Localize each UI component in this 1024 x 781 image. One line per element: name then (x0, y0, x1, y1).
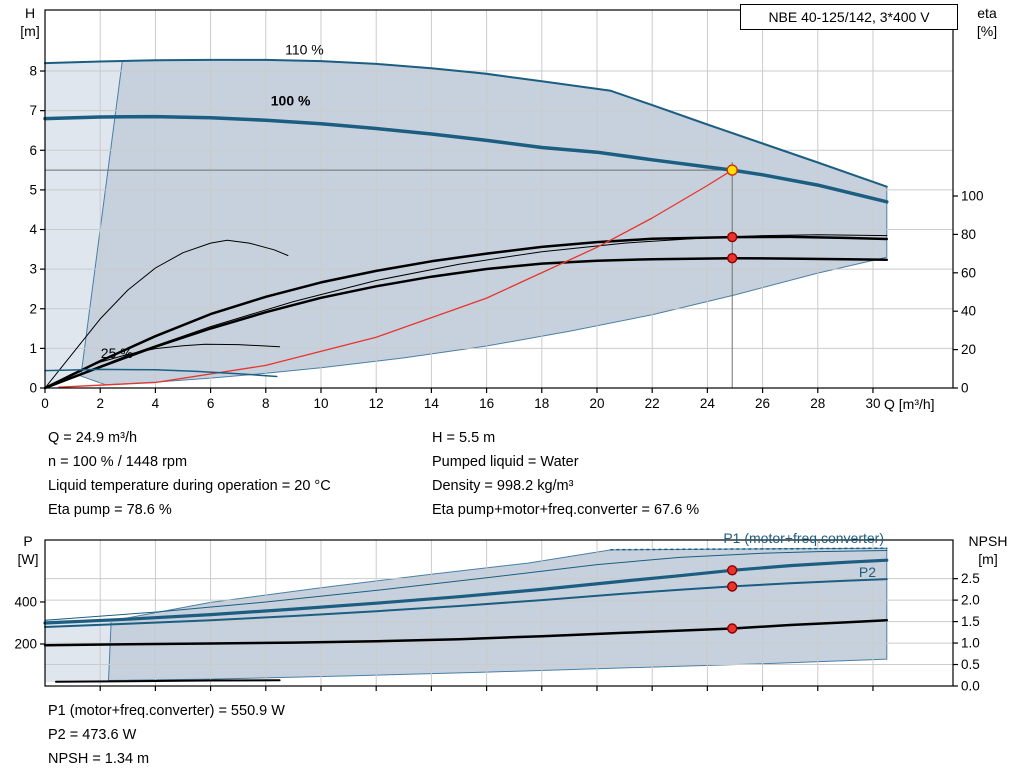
curve-100 (43, 114, 889, 204)
tick-label: 80 (961, 227, 976, 242)
tick-label: 5 (29, 182, 37, 197)
eta-pump-point (727, 231, 738, 243)
tick-label: 0 (29, 381, 37, 396)
info-eta-pump: Eta pump = 78.6 % (48, 502, 172, 518)
tick-label: 1.0 (961, 636, 980, 651)
tick-label: 0.0 (961, 679, 980, 694)
h-axis-title: H [m] (10, 4, 50, 40)
p-25-curve (55, 679, 281, 683)
tick-label: 20 (961, 342, 976, 357)
system-curve (58, 169, 733, 388)
pump-title: NBE 40-125/142, 3*400 V (740, 4, 958, 30)
p-axis-title: P [W] (8, 532, 48, 568)
eta-pump-curve (43, 235, 889, 390)
p-axis-symbol: P (23, 533, 33, 549)
tick-label: 3 (29, 262, 37, 277)
tick-label: 6 (29, 143, 37, 158)
tick-label: 100 (961, 189, 984, 204)
tick-label: 14 (424, 396, 440, 411)
npsh-point (727, 623, 738, 634)
p1-max-limit (610, 547, 888, 551)
operating-range-light (45, 61, 123, 388)
tick-label: 4 (152, 396, 160, 411)
tick-label: 1.5 (961, 614, 980, 629)
plot-border (44, 539, 954, 687)
info-p2: P2 = 473.6 W (48, 727, 137, 743)
tick-label: 7 (29, 103, 37, 118)
tick-label: 4 (29, 222, 37, 237)
info-density: Density = 998.2 kg/m³ (432, 478, 574, 494)
eta-pump-25-curve (44, 239, 289, 389)
operating-range (80, 59, 888, 386)
info-npsh: NPSH = 1.34 m (48, 751, 150, 767)
curve-25 (44, 368, 278, 378)
p-axis-unit: [W] (17, 551, 39, 567)
tick-label: 40 (961, 304, 976, 319)
duty-info-col2: H = 5.5 m Pumped liquid = Water Density … (432, 426, 699, 522)
duty-point (726, 164, 738, 176)
info-pumped-liquid: Pumped liquid = Water (432, 454, 579, 470)
h-axis-symbol: H (24, 5, 36, 21)
curve-label: 25 % (101, 345, 133, 361)
p2-curve (44, 578, 888, 628)
tick-label: 22 (645, 396, 660, 411)
tick-label: 8 (262, 396, 270, 411)
info-liquid-temperature: Liquid temperature during operation = 20… (48, 478, 331, 494)
tick-label: 0 (41, 396, 49, 411)
tick-label: 6 (207, 396, 215, 411)
tick-label: 10 (313, 396, 328, 411)
q-axis-title: Q [m³/h] (884, 396, 935, 412)
tick-label: 8 (29, 64, 37, 79)
tick-label: 1 (29, 341, 37, 356)
duty-info-col1: Q = 24.9 m³/h n = 100 % / 1448 rpm Liqui… (48, 426, 331, 522)
p1-point (727, 565, 738, 576)
tick-label: 24 (700, 396, 716, 411)
tick-label: 2.0 (961, 593, 980, 608)
npsh-curve (43, 619, 889, 647)
curve-label: P1 (motor+freq.converter) (723, 530, 884, 546)
info-p1: P1 (motor+freq.converter) = 550.9 W (48, 703, 285, 719)
eta-pump-110-curve (44, 234, 888, 389)
tick-label: 400 (14, 594, 37, 609)
curve-label: P2 (859, 564, 876, 580)
tick-label: 2.5 (961, 571, 980, 586)
info-speed: n = 100 % / 1448 rpm (48, 454, 188, 470)
eta-total-point (727, 253, 738, 264)
power-range-light (45, 619, 112, 683)
tick-label: 30 (865, 396, 880, 411)
tick-label: 2 (29, 301, 37, 316)
tick-label: 12 (369, 396, 384, 411)
p1-curve (43, 558, 889, 625)
p2-point (727, 581, 738, 592)
eta-axis-unit: [%] (976, 23, 998, 39)
eta-total-curve (43, 256, 889, 390)
tick-label: 20 (589, 396, 604, 411)
tick-label: 16 (479, 396, 494, 411)
eta-axis-title: eta [%] (963, 4, 1011, 40)
npsh-axis-title: NPSH [m] (957, 532, 1019, 568)
tick-label: 28 (810, 396, 825, 411)
plot-border (44, 9, 954, 389)
info-flow: Q = 24.9 m³/h (48, 430, 138, 446)
eta-axis-symbol: eta (977, 5, 997, 21)
curve-110 (44, 58, 888, 188)
info-eta-total: Eta pump+motor+freq.converter = 67.6 % (432, 502, 700, 518)
tick-label: 2 (96, 396, 104, 411)
tick-label: 0 (961, 381, 969, 396)
tick-label: 200 (14, 636, 37, 651)
tick-label: 0.5 (961, 657, 980, 672)
power-info: P1 (motor+freq.converter) = 550.9 W P2 =… (48, 699, 285, 771)
info-head: H = 5.5 m (432, 430, 496, 446)
tick-label: 18 (534, 396, 549, 411)
tick-label: 26 (755, 396, 770, 411)
curve-label: 110 % (285, 41, 324, 57)
npsh-axis-unit: [m] (978, 551, 998, 567)
npsh-axis-symbol: NPSH (968, 533, 1008, 549)
h-axis-unit: [m] (20, 23, 40, 39)
tick-label: 60 (961, 265, 976, 280)
p2-110-curve (44, 550, 888, 621)
curve-label: 100 % (271, 92, 311, 108)
